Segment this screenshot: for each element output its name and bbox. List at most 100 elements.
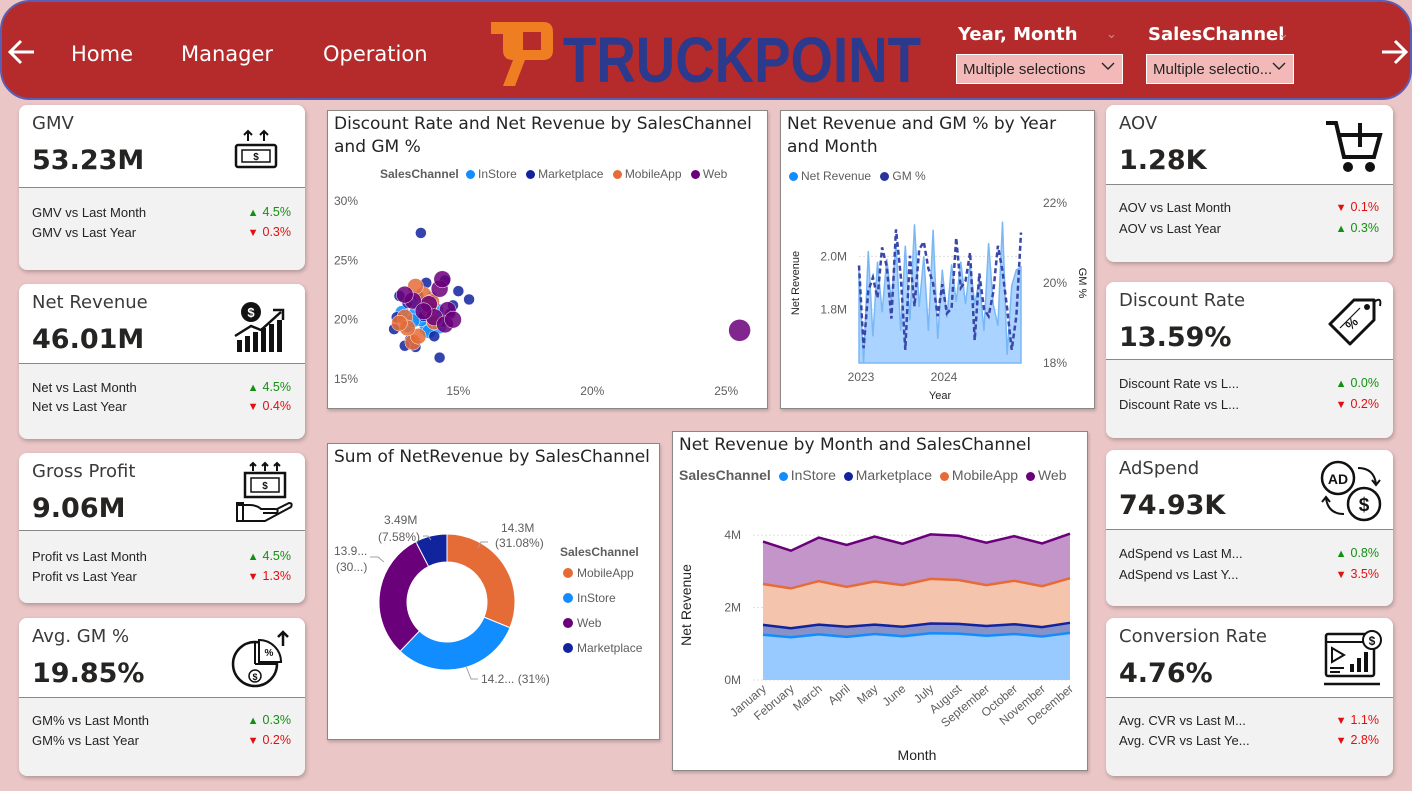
kpi-card-adspend: AdSpend 74.93K AD $ AdSpend vs Last M...… (1106, 450, 1393, 606)
gm-pct-line (857, 229, 1023, 350)
arrow-up-icon: ▲ (247, 551, 259, 563)
kpi-label: Gross Profit (32, 461, 136, 482)
kpi-card-discount-rate: Discount Rate 13.59% % Discount Rate vs … (1106, 282, 1393, 438)
data-label: (31.08%) (495, 536, 544, 550)
ad-dollar-exchange-icon: AD $ (1320, 460, 1382, 522)
kpi-compare-row: GM% vs Last Year ▼ 0.2% (32, 733, 291, 751)
compare-value-text: 0.3% (262, 713, 292, 727)
chart-title: Discount Rate and Net Revenue by SalesCh… (334, 114, 752, 157)
data-label: 14.3M (501, 521, 534, 535)
legend-item-mobileapp[interactable]: MobileApp (612, 167, 682, 181)
nav-home-button[interactable]: Home (71, 42, 134, 66)
compare-value: ▼ 0.1% (1336, 200, 1379, 214)
legend-item-gm-pct[interactable]: GM % (880, 169, 926, 183)
arrow-down-icon: ▼ (247, 401, 259, 413)
compare-label: Net vs Last Month (32, 380, 137, 395)
chart-title: Sum of NetRevenue by SalesChannel (334, 447, 650, 467)
scatter-point-web (414, 302, 433, 321)
combo-plot: 2.0M 1.8M 22% 20% 18% 2023 2024 Year Net Revenue… (790, 196, 1088, 402)
x-tick-label: 2024 (931, 370, 958, 384)
kpi-label: Net Revenue (32, 292, 148, 313)
chevron-down-icon[interactable]: ⌄ (1106, 26, 1117, 41)
data-label: (30...) (336, 560, 367, 574)
chart-title: Net Revenue and GM % by Year and Month (787, 114, 1057, 157)
arrow-down-icon: ▼ (1335, 202, 1347, 214)
legend-item-instore[interactable]: InStore (778, 467, 836, 483)
y-tick-label: 30% (334, 194, 358, 208)
combo-chart-panel[interactable]: Net Revenue and GM % by Year and Month N… (780, 110, 1095, 409)
arrow-down-icon: ▼ (247, 227, 259, 239)
pie-percent-icon: % $ (231, 630, 289, 688)
arrow-up-icon: ▲ (247, 207, 259, 219)
area-band-instore (763, 632, 1070, 680)
compare-value-text: 0.4% (262, 399, 292, 413)
x-tick-label: May (854, 682, 880, 707)
slicer-saleschannel-title: SalesChannel (1148, 24, 1285, 45)
x-axis-title: Year (929, 390, 952, 402)
legend-item-web[interactable]: Web (690, 167, 727, 181)
legend-item-net-revenue[interactable]: Net Revenue (789, 169, 871, 183)
stacked-area-chart-panel[interactable]: Net Revenue by Month and SalesChannel Sa… (672, 431, 1088, 771)
y-tick-label: 4M (724, 528, 741, 542)
y-tick-label: 20% (334, 313, 358, 327)
back-arrow-icon[interactable] (6, 34, 38, 70)
compare-value-text: 4.5% (262, 380, 292, 394)
legend-item-web[interactable]: Web (1025, 467, 1067, 483)
arrow-up-icon: ▲ (1335, 548, 1347, 560)
y-tick-label: 2M (724, 601, 741, 615)
dollar-growth-chart-icon: $ (234, 302, 285, 352)
scatter-point-mobileapp (391, 314, 408, 332)
year-month-dropdown[interactable]: Multiple selections (956, 54, 1123, 84)
donut-chart-panel[interactable]: Sum of NetRevenue by SalesChannel 14.3M(… (327, 443, 660, 740)
legend-item-mobileapp[interactable]: MobileApp (939, 467, 1018, 483)
compare-value-text: 0.2% (262, 733, 292, 747)
nav-manager-button[interactable]: Manager (181, 42, 274, 66)
chevron-down-icon[interactable]: ⌄ (1278, 26, 1289, 41)
svg-text:$: $ (1369, 634, 1376, 648)
legend-item-instore[interactable]: InStore (466, 167, 517, 181)
nav-operation-button[interactable]: Operation (323, 42, 428, 66)
kpi-label: Avg. GM % (32, 626, 130, 647)
kpi-label: Discount Rate (1119, 290, 1246, 311)
compare-value-text: 0.3% (1350, 221, 1380, 235)
compare-value-text: 1.3% (262, 569, 292, 583)
kpi-value: 19.85% (32, 658, 145, 689)
scatter-point-marketplace (415, 227, 427, 239)
y2-tick-label: 20% (1043, 276, 1067, 290)
legend-item-label: InStore (577, 591, 616, 605)
x-tick-label: 25% (714, 384, 738, 398)
y-axis-title: Net Revenue (790, 251, 802, 315)
y-tick-label: 0M (724, 673, 741, 687)
compare-label: Net vs Last Year (32, 399, 127, 414)
legend-item-marketplace[interactable]: Marketplace (526, 167, 603, 181)
kpi-card-conversion-rate: Conversion Rate 4.76% $ Avg. CVR vs Last… (1106, 618, 1393, 776)
scatter-chart-panel[interactable]: Discount Rate and Net Revenue by SalesCh… (327, 110, 768, 409)
legend-marker (563, 568, 573, 578)
legend-item-label: Marketplace (577, 641, 643, 655)
kpi-compare-row: Profit vs Last Year ▼ 1.3% (32, 569, 291, 587)
x-tick-label: March (790, 682, 825, 714)
x-tick-label: April (825, 682, 852, 708)
video-analytics-icon: $ (1324, 630, 1382, 686)
scatter-point-web (728, 319, 751, 342)
x-tick-label: 20% (580, 384, 604, 398)
arrow-up-icon: ▲ (247, 382, 259, 394)
legend-marker (563, 618, 573, 628)
legend-title: SalesChannel (380, 167, 459, 181)
legend-item-marketplace[interactable]: Marketplace (843, 467, 932, 483)
scatter-point-marketplace (428, 330, 440, 342)
compare-value-text: 3.5% (1350, 567, 1380, 581)
data-label: 13.9... (334, 544, 367, 558)
scatter-point-web (433, 270, 452, 288)
forward-arrow-icon[interactable] (1378, 34, 1410, 70)
area-line-mobileapp (762, 576, 1071, 590)
legend-item-label: Web (577, 616, 602, 630)
compare-value: ▼ 0.2% (248, 733, 291, 747)
kpi-compare-row: Avg. CVR vs Last M... ▼ 1.1% (1119, 713, 1379, 731)
kpi-label: GMV (32, 113, 74, 134)
compare-label: Avg. CVR vs Last Ye... (1119, 733, 1250, 748)
saleschannel-dropdown[interactable]: Multiple selectio... (1146, 54, 1294, 84)
x-axis-title: Month (898, 747, 937, 763)
area-band-mobileapp (763, 578, 1070, 629)
kpi-value: 1.28K (1119, 145, 1207, 176)
